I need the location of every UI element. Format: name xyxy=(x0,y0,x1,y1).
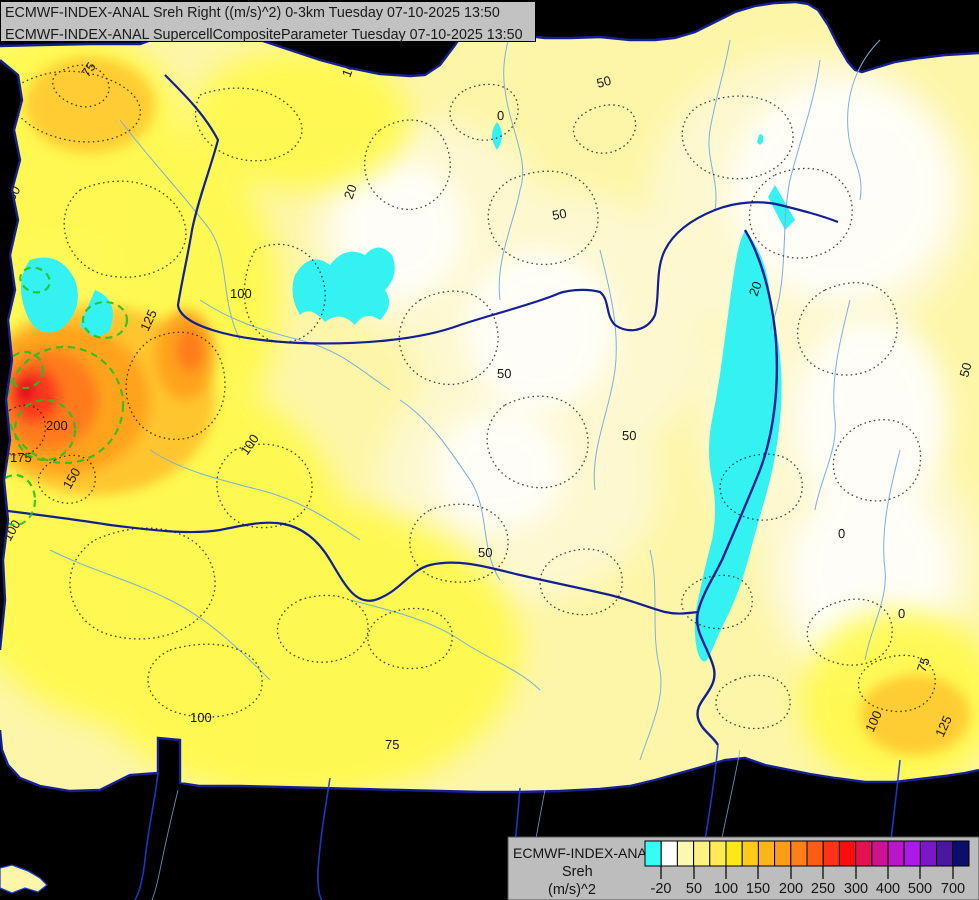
svg-text:ECMWF-INDEX-ANAL: ECMWF-INDEX-ANAL xyxy=(513,845,655,861)
svg-text:250: 250 xyxy=(811,881,835,897)
svg-text:150: 150 xyxy=(746,881,770,897)
svg-text:400: 400 xyxy=(876,881,900,897)
svg-text:300: 300 xyxy=(844,881,868,897)
svg-text:500: 500 xyxy=(908,881,932,897)
svg-text:200: 200 xyxy=(779,881,803,897)
svg-text:100: 100 xyxy=(714,881,738,897)
svg-text:50: 50 xyxy=(686,881,702,897)
svg-text:-20: -20 xyxy=(651,881,672,897)
svg-text:700: 700 xyxy=(941,881,965,897)
svg-text:Sreh: Sreh xyxy=(562,864,593,880)
svg-text:(m/s)^2: (m/s)^2 xyxy=(548,882,596,898)
